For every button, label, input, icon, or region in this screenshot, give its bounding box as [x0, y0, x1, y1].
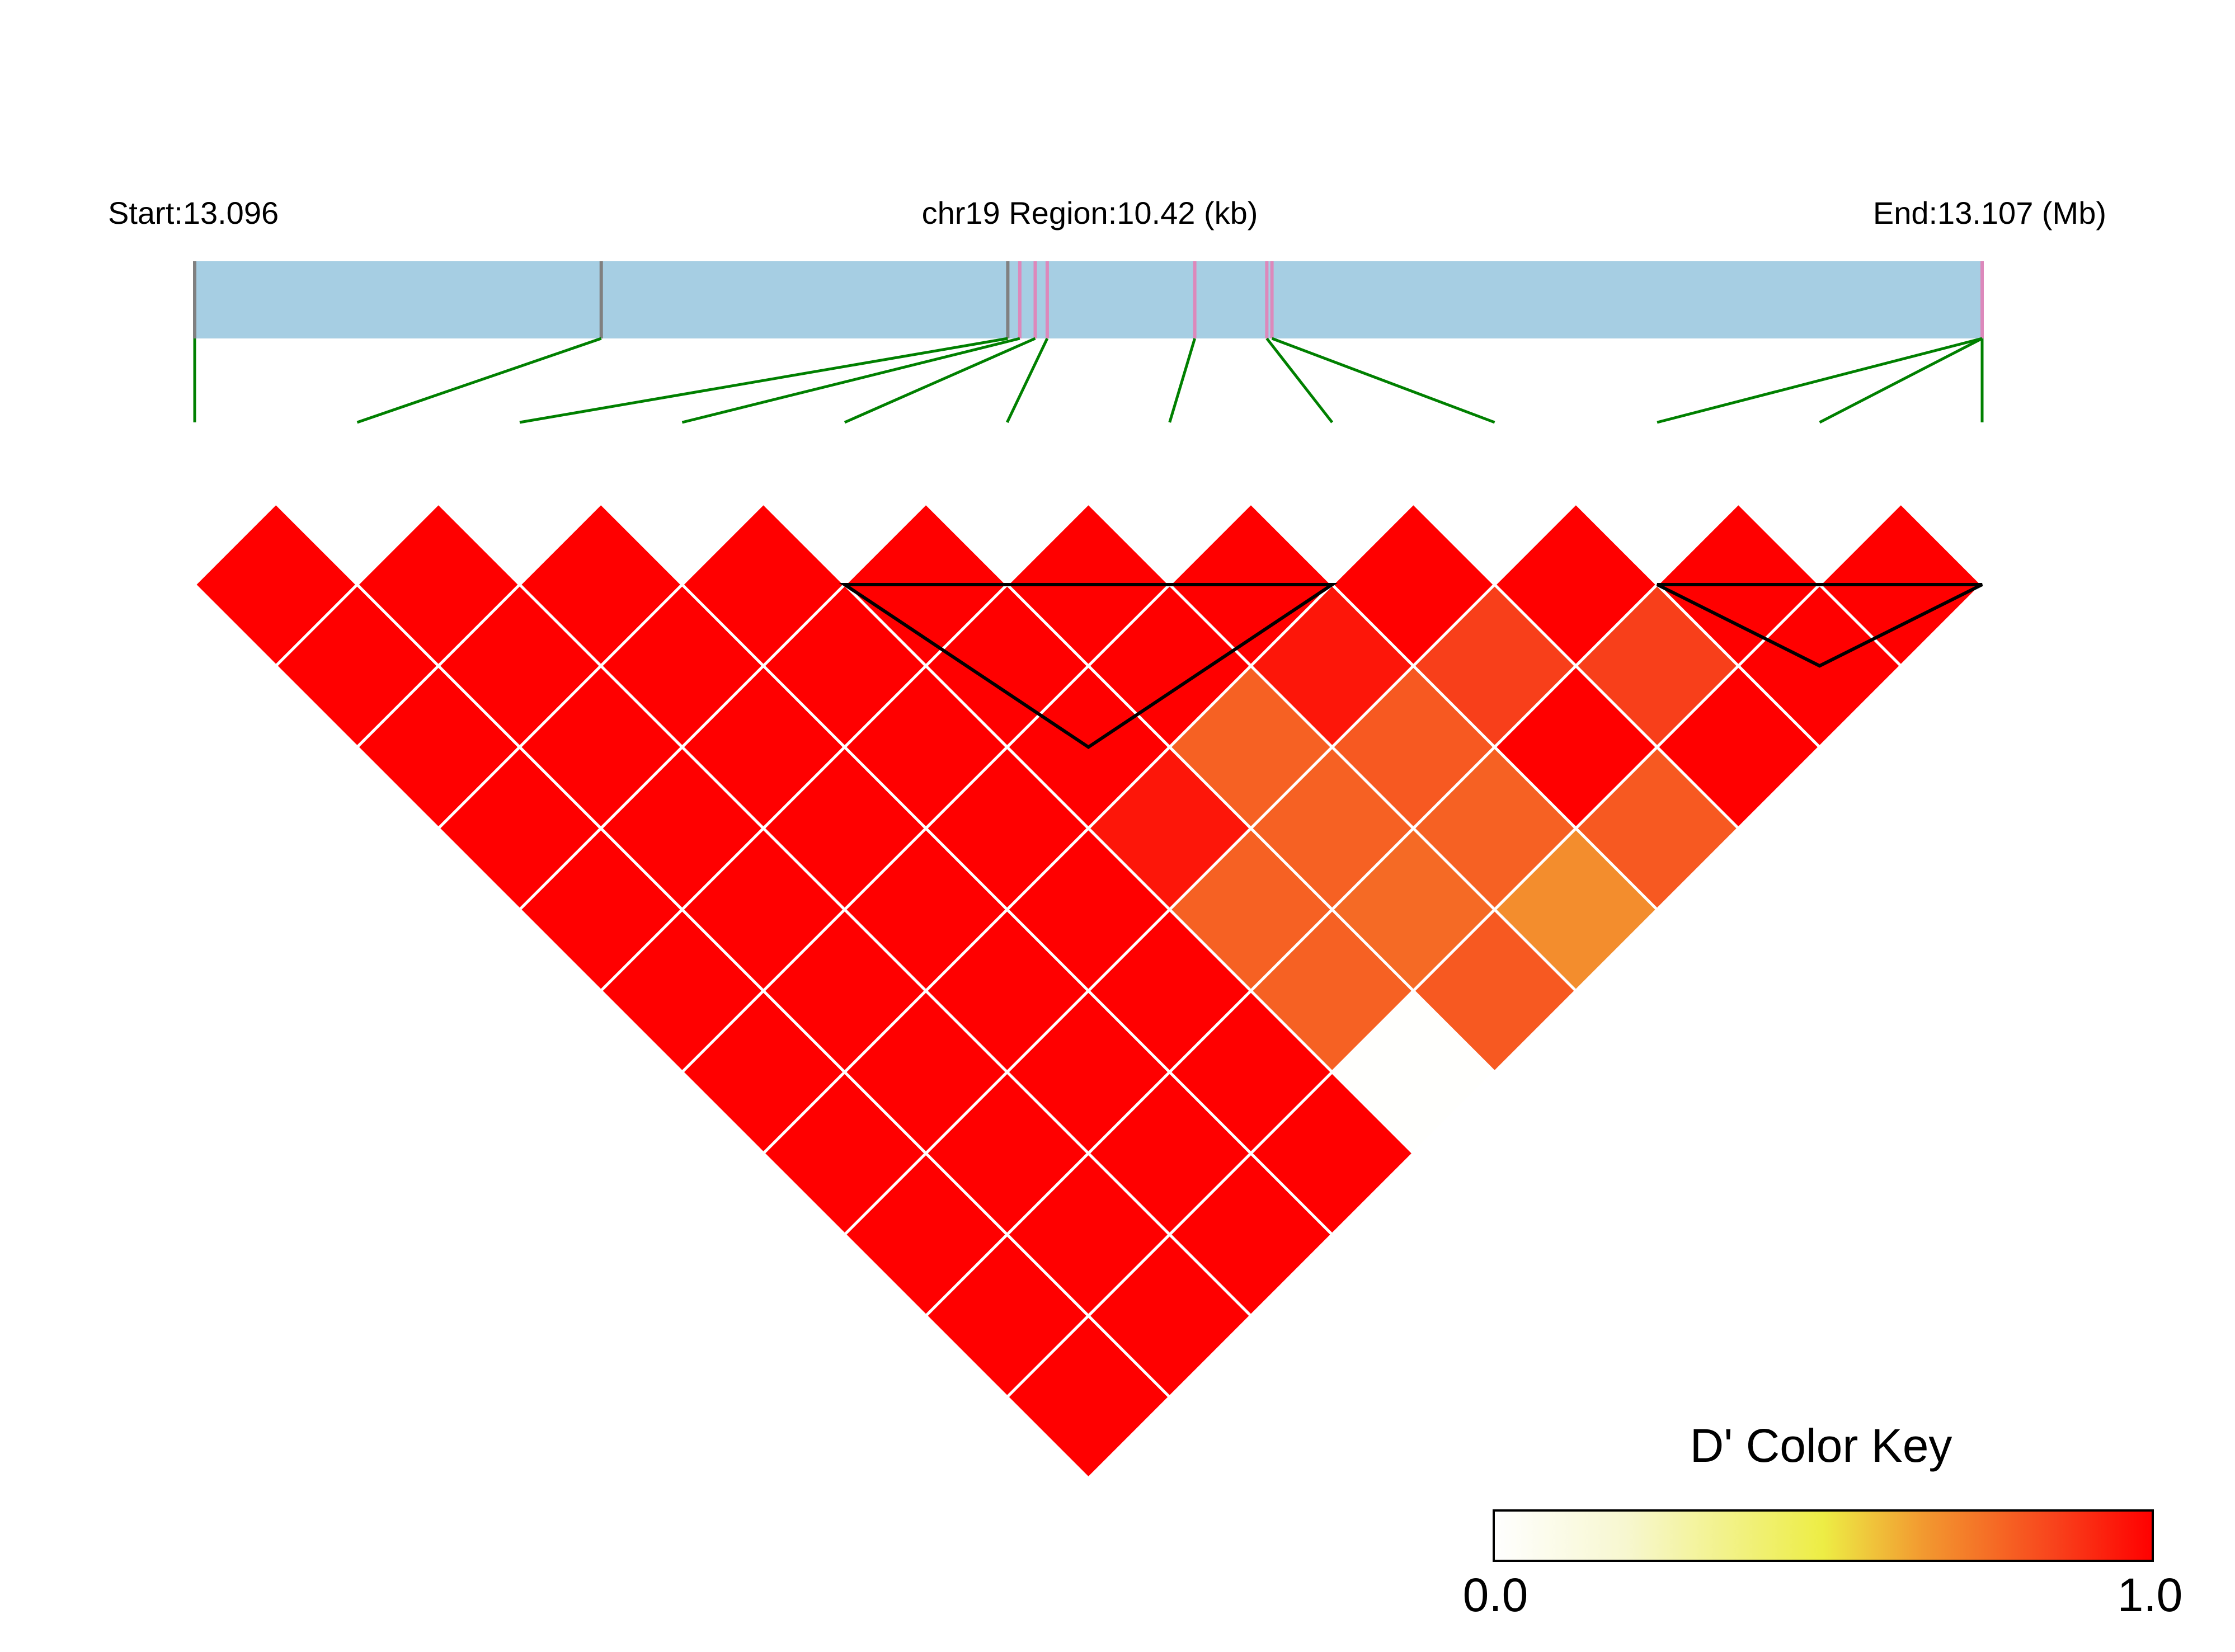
- snp-connector-line: [681, 337, 1020, 424]
- color-key-max-label: 1.0: [2118, 1569, 2183, 1621]
- snp-connector-line: [1271, 337, 1495, 424]
- snp-connector-line: [1006, 337, 1049, 423]
- ld-block-outlines: [839, 583, 1983, 750]
- region-start-label: Start:13.096: [108, 195, 279, 230]
- snp-connector-line: [1819, 337, 1983, 424]
- color-key-title: D' Color Key: [1690, 1419, 1952, 1472]
- region-end-label: End:13.107 (Mb): [1873, 195, 2106, 230]
- snp-connector-line: [1657, 337, 1983, 424]
- region-size-label: chr19 Region:10.42 (kb): [922, 195, 1258, 230]
- heatmap-cells: [192, 501, 1984, 1481]
- color-key: D' Color Key 0.0 1.0: [1463, 1419, 2183, 1621]
- snp-markers: [193, 261, 1984, 338]
- snp-connector-line: [844, 337, 1036, 424]
- ld-block-outline: [839, 583, 1338, 750]
- ld-block-outline: [1656, 583, 1983, 668]
- snp-connector-line: [519, 337, 1008, 424]
- region-bar: [195, 261, 1982, 338]
- color-key-min-label: 0.0: [1463, 1569, 1528, 1621]
- snp-connector-lines: [193, 337, 1984, 424]
- snp-connector-line: [1168, 338, 1197, 423]
- color-key-gradient-bar: [1493, 1509, 2154, 1562]
- snp-connector-line: [1265, 337, 1334, 423]
- snp-connector-line: [356, 337, 602, 424]
